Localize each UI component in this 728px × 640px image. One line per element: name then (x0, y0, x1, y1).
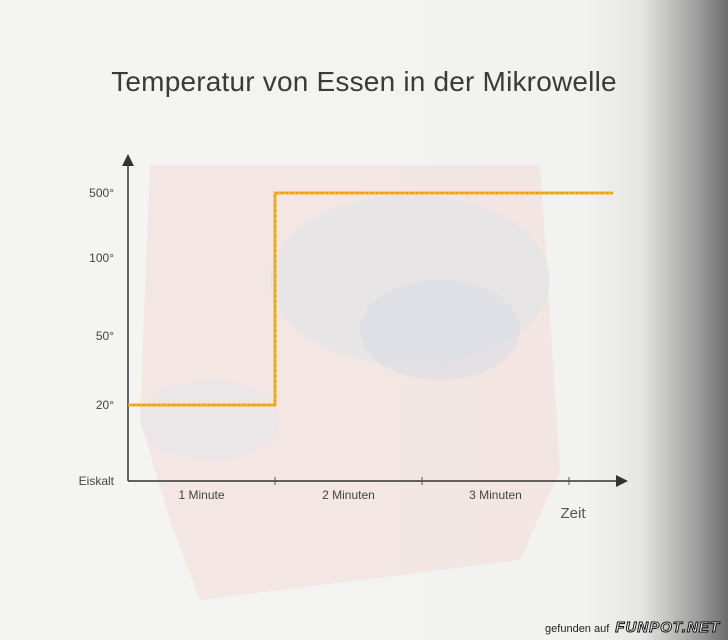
x-tick-label: 3 Minuten (469, 488, 522, 502)
x-tick-label: 1 Minute (178, 488, 224, 502)
y-tick-label: 50° (96, 329, 114, 343)
x-axis-label: Zeit (560, 505, 586, 522)
x-ticks: 1 Minute 2 Minuten 3 Minuten (178, 477, 570, 502)
y-tick-label: 500° (89, 186, 114, 200)
series-line-texture (128, 192, 614, 406)
watermark: gefunden auf FUNPOT.NET (545, 619, 720, 637)
y-tick-label: 100° (89, 251, 114, 265)
x-tick-label: 2 Minuten (322, 488, 375, 502)
watermark-brand: FUNPOT.NET (615, 619, 720, 637)
series-line (128, 191, 614, 407)
y-tick-label: Eiskalt (79, 474, 115, 488)
y-tick-label: 20° (96, 398, 114, 412)
watermark-prefix: gefunden auf (545, 623, 610, 635)
y-ticks: Eiskalt 20° 50° 100° 500° (79, 186, 115, 488)
series-group (128, 191, 614, 407)
chart-title: Temperatur von Essen in der Mikrowelle (111, 66, 617, 97)
